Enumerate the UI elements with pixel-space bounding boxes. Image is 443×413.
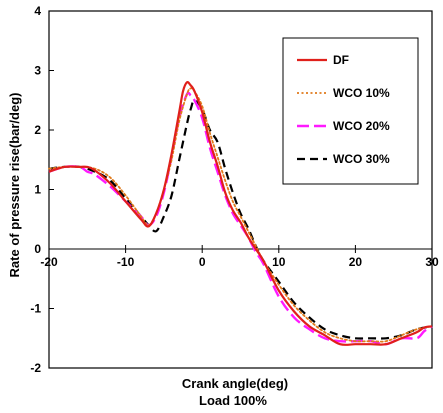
legend-label: WCO 20% xyxy=(333,119,390,133)
legend: DF WCO 10% WCO 20% WCO 30% xyxy=(282,37,419,185)
y-tick-label: 0 xyxy=(34,242,41,256)
legend-label: WCO 30% xyxy=(333,152,390,166)
y-axis-title: Rate of pressure rise(bar/deg) xyxy=(7,93,22,278)
x-tick-label: -10 xyxy=(117,255,135,269)
legend-label: WCO 10% xyxy=(333,86,390,100)
y-tick-label: -1 xyxy=(30,302,41,316)
y-tick-label: -2 xyxy=(30,361,41,375)
y-tick-label: 2 xyxy=(34,123,41,137)
x-tick-label: 0 xyxy=(199,255,206,269)
y-tick-label: 3 xyxy=(34,64,41,78)
series-layer xyxy=(48,81,433,346)
y-tick-label: 4 xyxy=(34,4,41,18)
x-tick-label: 20 xyxy=(349,255,363,269)
legend-label: DF xyxy=(333,53,349,67)
x-tick-label: 10 xyxy=(272,255,286,269)
x-tick-label: -20 xyxy=(40,255,58,269)
legend-box xyxy=(282,37,419,185)
series-line-wco-10 xyxy=(48,87,433,343)
x-tick-label: 30 xyxy=(425,255,439,269)
series-line-df xyxy=(48,81,433,346)
x-axis-title: Crank angle(deg) xyxy=(182,376,288,391)
x-axis-subtitle: Load 100% xyxy=(199,393,267,408)
y-tick-label: 1 xyxy=(34,183,41,197)
